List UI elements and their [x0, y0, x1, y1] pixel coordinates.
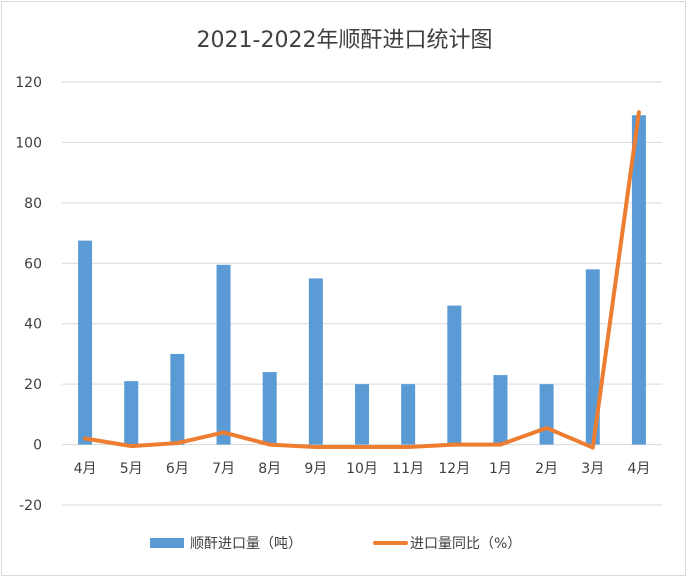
x-tick-label: 5月	[120, 461, 143, 477]
line-point	[130, 445, 132, 447]
y-tick-label: -20	[19, 498, 42, 514]
bar-series	[78, 115, 646, 445]
line-point	[499, 444, 501, 446]
x-tick-label: 6月	[166, 461, 189, 477]
y-tick-label: 120	[15, 75, 42, 91]
line-point	[361, 446, 363, 448]
legend-swatch-bar	[150, 538, 184, 548]
bar	[447, 305, 462, 445]
y-tick-label: 60	[24, 256, 42, 272]
bar	[216, 264, 231, 445]
x-tick-label: 2月	[535, 461, 558, 477]
line-point	[407, 446, 409, 448]
x-tick-label: 8月	[258, 461, 281, 477]
y-tick-label: 100	[15, 135, 42, 151]
chart-title: 2021-2022年顺酐进口统计图	[196, 28, 493, 53]
line-point	[269, 444, 271, 446]
x-tick-label: 4月	[74, 461, 97, 477]
line-point	[84, 438, 86, 440]
x-tick-label: 10月	[346, 461, 378, 477]
bar	[493, 375, 508, 445]
legend: 顺酐进口量（吨） 进口量同比（%）	[150, 536, 521, 552]
x-axis: 4月 5月 6月 7月 8月 9月 10月 11月 12月 1月 2月 3月 4月	[74, 461, 651, 477]
line-point	[176, 442, 178, 444]
x-tick-label: 4月	[627, 461, 650, 477]
line-point	[223, 431, 225, 433]
legend-label-line: 进口量同比（%）	[410, 536, 521, 552]
bar	[631, 115, 646, 445]
y-tick-label: 0	[33, 438, 42, 454]
line-point	[546, 427, 548, 429]
bar	[355, 384, 369, 445]
x-tick-label: 9月	[304, 461, 327, 477]
line-point	[638, 111, 640, 113]
y-tick-label: 80	[24, 196, 42, 212]
bar	[78, 240, 93, 445]
line-point	[592, 447, 594, 449]
x-tick-label: 7月	[212, 461, 235, 477]
line-point	[315, 446, 317, 448]
x-tick-label: 11月	[392, 461, 424, 477]
bar	[170, 353, 185, 445]
bar	[401, 384, 416, 445]
line-point	[453, 444, 455, 446]
y-tick-label: 20	[24, 377, 42, 393]
y-tick-label: 40	[24, 317, 42, 333]
y-axis: -20 0 20 40 60 80 100 120	[15, 75, 42, 514]
x-tick-label: 3月	[581, 461, 604, 477]
bar	[262, 372, 277, 445]
x-tick-label: 1月	[489, 461, 512, 477]
bar	[124, 381, 139, 445]
bar	[539, 384, 554, 445]
legend-label-bar: 顺酐进口量（吨）	[190, 536, 302, 552]
bar	[585, 269, 600, 445]
line-series	[83, 110, 641, 450]
bar	[308, 278, 323, 445]
x-tick-label: 12月	[438, 461, 470, 477]
